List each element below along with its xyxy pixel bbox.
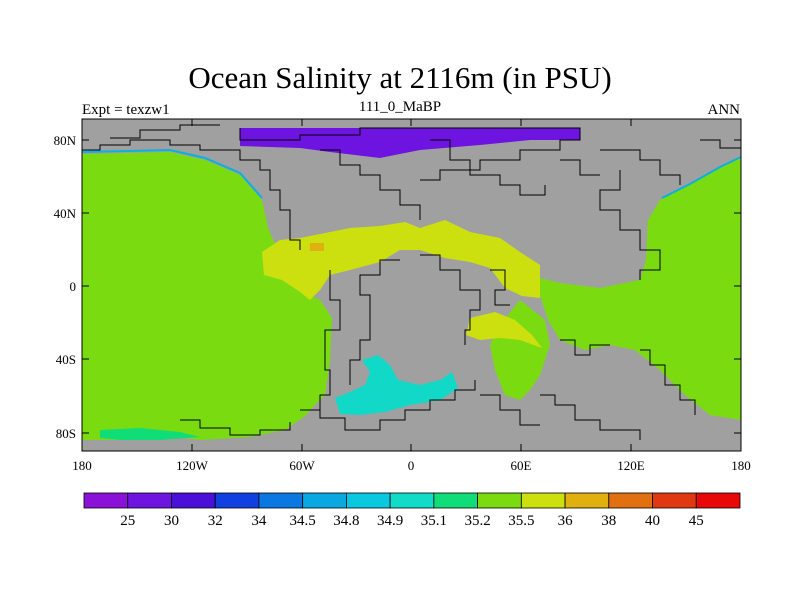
south-atlantic-fresh bbox=[335, 355, 458, 415]
ocean-region-pacific-east bbox=[540, 158, 741, 420]
time-label: 111_0_MaBP bbox=[358, 99, 442, 115]
colorbar-label: 34.8 bbox=[333, 513, 359, 529]
colorbar-swatch bbox=[477, 492, 522, 509]
colorbar-swatch bbox=[171, 492, 216, 509]
lon-label-60e: 60E bbox=[511, 458, 532, 473]
lon-label-120e: 120E bbox=[617, 458, 645, 473]
high-salinity-spot bbox=[310, 243, 324, 251]
colorbar-swatch bbox=[608, 492, 653, 509]
colorbar-swatch bbox=[258, 492, 304, 509]
lon-label-0: 0 bbox=[408, 458, 415, 473]
colorbar-label: 35.1 bbox=[421, 513, 447, 529]
lat-label-40s: 40S bbox=[56, 352, 76, 367]
colorbar-label: 25 bbox=[120, 513, 135, 529]
colorbar-label: 40 bbox=[645, 513, 660, 529]
colorbar-label: 34.9 bbox=[377, 513, 403, 529]
colorbar-label: 36 bbox=[558, 513, 574, 529]
colorbar-swatch bbox=[214, 492, 260, 509]
lat-label-0: 0 bbox=[70, 279, 77, 294]
colorbar-swatch bbox=[564, 492, 610, 509]
colorbar-swatch bbox=[433, 492, 479, 509]
south-saline-patch bbox=[466, 312, 542, 348]
colorbar-swatch bbox=[127, 492, 172, 509]
colorbar-label: 45 bbox=[689, 513, 704, 529]
experiment-label: Expt = texzw1 bbox=[82, 102, 170, 118]
lat-label-80n: 80N bbox=[54, 133, 77, 148]
colorbar-swatch bbox=[652, 492, 697, 509]
lat-label-80s: 80S bbox=[56, 426, 76, 441]
colorbar-swatch bbox=[389, 492, 435, 509]
tethys-saline-band bbox=[262, 220, 540, 300]
axis-ticks bbox=[82, 119, 741, 451]
colorbar-label: 34.5 bbox=[290, 513, 316, 529]
coastlines bbox=[82, 124, 741, 440]
lon-label-180e: 180 bbox=[731, 458, 751, 473]
colorbar-label: 38 bbox=[601, 513, 616, 529]
colorbar-swatch bbox=[520, 492, 566, 509]
colorbar-swatch bbox=[695, 492, 741, 509]
colorbar-label: 34 bbox=[251, 513, 267, 529]
lon-label-60w: 60W bbox=[289, 458, 315, 473]
colorbar-label: 35.2 bbox=[464, 513, 490, 529]
ocean-region-pacific-west bbox=[82, 152, 332, 440]
lon-label-120w: 120W bbox=[176, 458, 209, 473]
south-edge-green bbox=[100, 428, 200, 440]
map-title: Ocean Salinity at 2116m (in PSU) bbox=[188, 60, 612, 95]
pacific-edge-west bbox=[81, 148, 263, 199]
lon-label-180w: 180 bbox=[72, 458, 92, 473]
colorbar-swatch bbox=[83, 492, 129, 509]
colorbar-swatch bbox=[302, 492, 347, 509]
colorbar: 25 30 32 34 34.5 34.8 34.9 35.1 35.2 35.5 36 38 40 45 bbox=[83, 492, 741, 529]
pacific-edge-east bbox=[661, 156, 742, 199]
colorbar-swatch bbox=[345, 492, 391, 509]
colorbar-label: 32 bbox=[208, 513, 223, 529]
season-label: ANN bbox=[707, 102, 741, 118]
colorbar-label: 35.5 bbox=[508, 513, 534, 529]
lat-label-40n: 40N bbox=[54, 206, 77, 221]
colorbar-label: 30 bbox=[164, 513, 179, 529]
